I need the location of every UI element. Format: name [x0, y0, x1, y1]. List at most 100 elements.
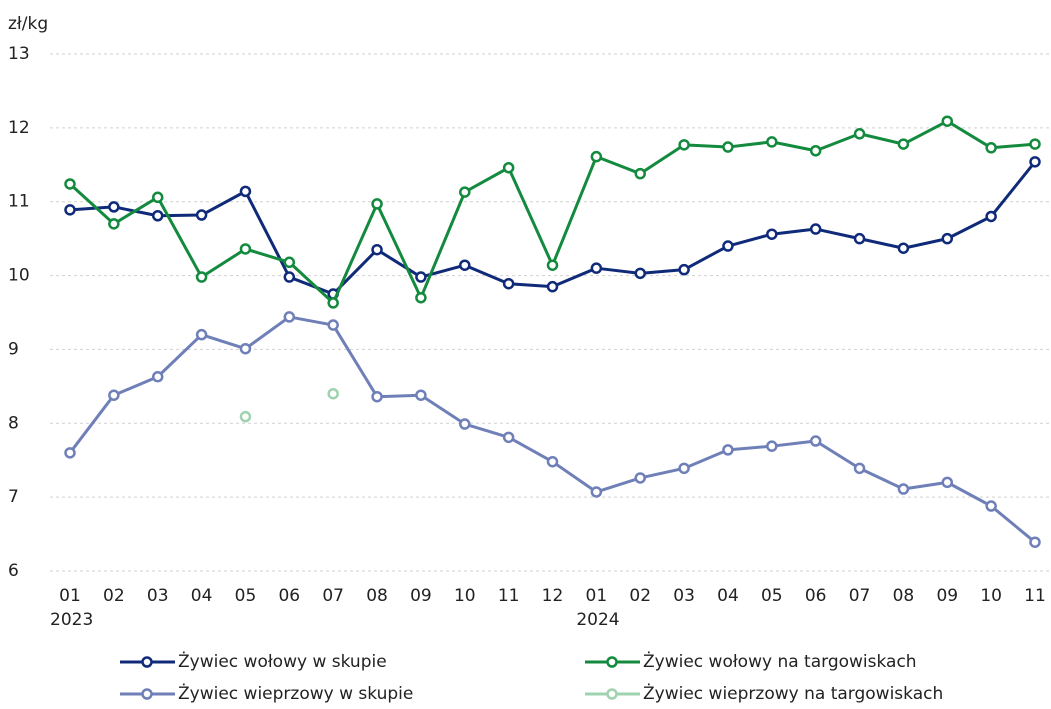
- x-tick-label: 09: [936, 586, 958, 606]
- x-tick-label: 03: [147, 586, 169, 606]
- point: [809, 223, 822, 235]
- point: [941, 232, 954, 245]
- x-tick-label: 06: [805, 586, 827, 606]
- point: [108, 389, 120, 401]
- point: [809, 435, 822, 447]
- x-tick-label: 04: [717, 586, 739, 606]
- point: [108, 201, 120, 213]
- point: [897, 138, 910, 150]
- series-line: [69, 160, 1037, 296]
- point: [283, 256, 296, 269]
- point: [283, 311, 296, 323]
- point: [678, 139, 690, 151]
- point: [502, 277, 515, 290]
- point: [590, 150, 603, 163]
- point: [897, 242, 910, 254]
- x-tick-label: 10: [454, 586, 476, 606]
- y-tick-label: 11: [8, 192, 30, 212]
- legend-marker: [141, 656, 153, 668]
- point: [327, 387, 339, 400]
- point: [985, 500, 997, 512]
- point: [634, 472, 646, 484]
- point: [64, 178, 76, 190]
- legend-label: Żywiec wołowy w skupie: [178, 651, 387, 672]
- point: [151, 191, 164, 204]
- point: [327, 319, 339, 331]
- year-label: 2024: [576, 610, 619, 630]
- point: [195, 209, 208, 221]
- y-tick-label: 9: [8, 339, 19, 359]
- point: [941, 476, 954, 489]
- point: [634, 167, 646, 180]
- point: [195, 328, 208, 341]
- point: [590, 486, 603, 498]
- point: [239, 243, 252, 255]
- point: [459, 259, 471, 271]
- legend-label: Żywiec wieprzowy na targowiskach: [643, 683, 943, 704]
- x-tick-label: 03: [673, 586, 695, 606]
- x-tick-label: 08: [366, 586, 388, 606]
- point: [371, 243, 383, 256]
- point: [64, 447, 76, 459]
- point: [897, 483, 910, 495]
- y-tick-label: 13: [8, 44, 30, 64]
- x-tick-label: 11: [1024, 586, 1046, 606]
- year-label: 2023: [50, 610, 93, 630]
- point: [941, 115, 954, 127]
- point: [283, 271, 296, 283]
- y-tick-label: 6: [8, 561, 19, 581]
- point: [327, 297, 339, 309]
- x-tick-label: 07: [849, 586, 871, 606]
- point: [853, 128, 866, 140]
- point: [239, 410, 252, 423]
- point: [766, 136, 778, 148]
- x-tick-label: 09: [410, 586, 432, 606]
- x-tick-label: 02: [629, 586, 651, 606]
- point: [239, 342, 252, 355]
- x-tick-label: 06: [278, 586, 300, 606]
- point: [459, 186, 471, 198]
- point: [371, 198, 383, 210]
- x-tick-label: 04: [191, 586, 213, 606]
- point: [853, 232, 866, 245]
- x-tick-label: 02: [103, 586, 125, 606]
- x-tick-label: 10: [980, 586, 1002, 606]
- point: [415, 271, 427, 283]
- point: [415, 389, 427, 401]
- point: [1029, 536, 1041, 548]
- x-tick-label: 01: [59, 586, 81, 606]
- point: [985, 142, 997, 154]
- point: [678, 263, 690, 276]
- x-tick-label: 05: [235, 586, 257, 606]
- point: [853, 462, 866, 475]
- point: [546, 259, 559, 271]
- point: [722, 444, 734, 456]
- point: [108, 218, 120, 230]
- point: [766, 228, 778, 240]
- point: [151, 209, 164, 222]
- legend-marker: [141, 688, 153, 700]
- y-tick-label: 7: [8, 487, 19, 507]
- point: [722, 240, 734, 252]
- x-tick-label: 12: [542, 586, 564, 606]
- y-tick-label: 12: [8, 118, 30, 138]
- point: [64, 204, 76, 216]
- x-tick-label: 11: [498, 586, 520, 606]
- point: [415, 291, 427, 304]
- point: [151, 371, 164, 383]
- legend-marker: [606, 688, 618, 700]
- y-tick-label: 8: [8, 413, 19, 433]
- point: [590, 262, 603, 274]
- point: [1029, 138, 1041, 150]
- point: [459, 418, 471, 430]
- x-tick-label: 05: [761, 586, 783, 606]
- point: [985, 210, 997, 223]
- point: [766, 440, 778, 452]
- point: [546, 280, 559, 293]
- point: [809, 145, 822, 157]
- legend-label: Żywiec wieprzowy w skupie: [178, 683, 413, 704]
- y-unit: zł/kg: [8, 14, 48, 34]
- x-tick-label: 01: [586, 586, 608, 606]
- point: [239, 185, 252, 198]
